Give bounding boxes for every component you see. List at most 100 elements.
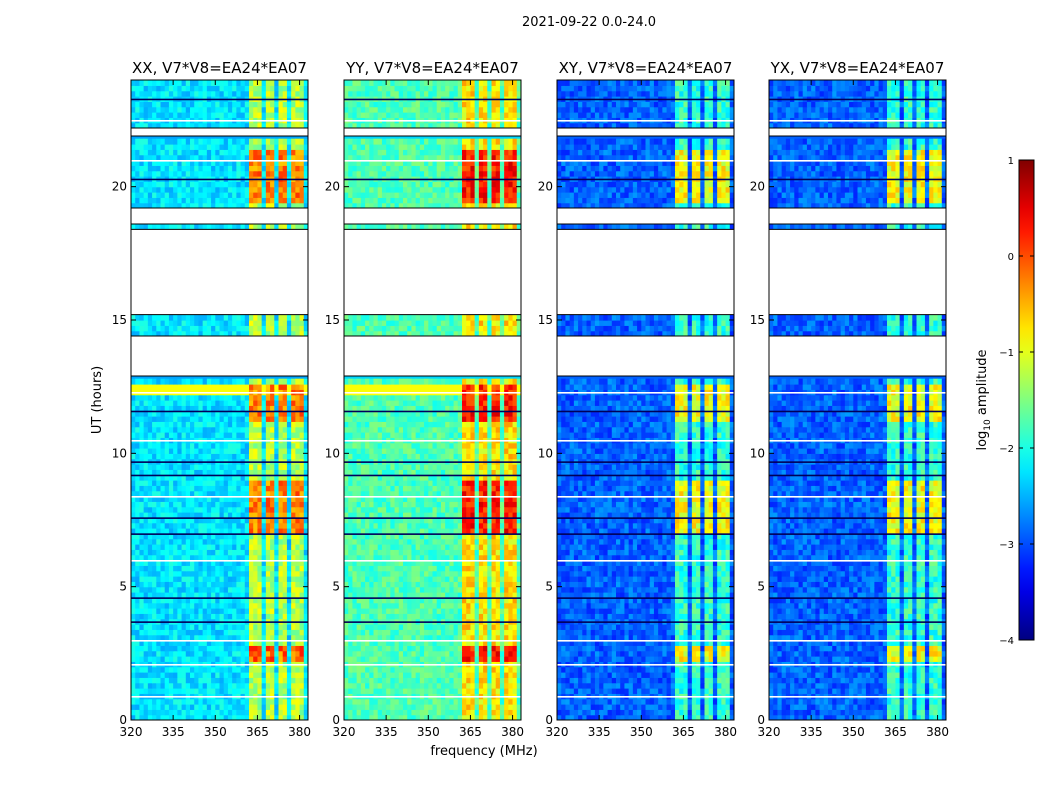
heatmap-cell: [261, 101, 267, 108]
heatmap-cell: [244, 80, 250, 86]
heatmap-cell: [143, 448, 149, 454]
heatmap-cell: [278, 416, 284, 422]
heatmap-cell: [348, 672, 354, 678]
heatmap-cell: [249, 394, 254, 401]
heatmap-cell: [436, 602, 442, 609]
heatmap-cell: [466, 645, 472, 652]
heatmap-cell: [240, 480, 246, 486]
heatmap-cell: [270, 522, 275, 529]
heatmap-cell: [194, 474, 200, 481]
heatmap-cell: [198, 682, 204, 689]
heatmap-cell: [215, 586, 221, 593]
heatmap-cell: [295, 650, 301, 657]
heatmap-cell: [257, 544, 263, 550]
heatmap-cell: [244, 325, 250, 332]
heatmap-cell: [211, 170, 216, 177]
heatmap-cell: [164, 384, 170, 390]
heatmap-cell: [282, 538, 288, 545]
heatmap-cell: [303, 448, 308, 454]
heatmap-cell: [282, 160, 288, 166]
heatmap-cell: [211, 85, 216, 92]
y-tick-label: 20: [112, 180, 127, 194]
heatmap-cell: [253, 597, 259, 604]
heatmap-cell: [257, 160, 263, 166]
heatmap-cell: [181, 154, 187, 161]
heatmap-cell: [428, 656, 434, 662]
heatmap-cell: [135, 629, 141, 636]
heatmap-cell: [478, 634, 484, 641]
heatmap-cell: [428, 624, 434, 630]
heatmap-cell: [156, 634, 162, 641]
heatmap-cell: [390, 634, 396, 641]
heatmap-cell: [139, 325, 145, 332]
heatmap-cell: [257, 640, 263, 646]
heatmap-cell: [147, 613, 153, 620]
heatmap-cell: [261, 181, 267, 188]
heatmap-cell: [274, 192, 280, 198]
heatmap-cell: [394, 586, 400, 593]
heatmap-cell: [504, 629, 509, 636]
heatmap-cell: [194, 533, 200, 540]
heatmap-cell: [257, 666, 263, 673]
heatmap-cell: [291, 581, 296, 588]
heatmap-cell: [265, 453, 271, 460]
heatmap-cell: [223, 624, 229, 630]
heatmap-cell: [491, 608, 497, 614]
heatmap-cell: [164, 80, 170, 86]
heatmap-cell: [223, 496, 229, 502]
heatmap-cell: [227, 698, 233, 705]
heatmap-cell: [253, 181, 259, 188]
heatmap-cell: [160, 688, 166, 694]
heatmap-cell: [278, 672, 284, 678]
heatmap-cell: [282, 325, 288, 332]
heatmap-cell: [261, 192, 267, 198]
heatmap-cell: [164, 448, 170, 454]
heatmap-cell: [168, 490, 174, 497]
heatmap-cell: [249, 640, 254, 646]
heatmap-cell: [440, 704, 446, 710]
heatmap-cell: [244, 378, 250, 385]
heatmap-cell: [139, 602, 145, 609]
heatmap-cell: [282, 314, 288, 321]
heatmap-cell: [240, 106, 246, 113]
heatmap-cell: [286, 549, 292, 556]
heatmap-cell: [453, 666, 459, 673]
heatmap-cell: [240, 325, 246, 332]
heatmap-cell: [274, 688, 280, 694]
heatmap-cell: [278, 464, 284, 470]
heatmap-cell: [240, 426, 246, 433]
heatmap-cell: [190, 325, 195, 332]
heatmap-cell: [249, 80, 254, 86]
heatmap-cell: [303, 576, 308, 582]
heatmap-cell: [240, 442, 246, 449]
heatmap-cell: [131, 602, 136, 609]
heatmap-cell: [253, 480, 259, 486]
heatmap-cell: [291, 432, 296, 438]
heatmap-cell: [223, 330, 229, 337]
heatmap-cell: [274, 554, 280, 561]
heatmap-cell: [265, 554, 271, 561]
heatmap-cell: [470, 672, 476, 678]
heatmap-cell: [291, 165, 296, 172]
heatmap-cell: [299, 490, 305, 497]
heatmap-cell: [278, 432, 284, 438]
heatmap-cell: [274, 645, 280, 652]
heatmap-cell: [168, 224, 174, 230]
heatmap-cell: [303, 112, 308, 118]
heatmap-cell: [360, 704, 366, 710]
heatmap-cell: [139, 709, 145, 716]
heatmap-cell: [286, 544, 292, 550]
heatmap-cell: [236, 533, 242, 540]
heatmap-cell: [265, 448, 271, 454]
heatmap-cell: [152, 144, 157, 150]
heatmap-cell: [249, 666, 254, 673]
heatmap-cell: [190, 410, 195, 417]
heatmap-cell: [249, 202, 254, 209]
heatmap-cell: [198, 165, 204, 172]
heatmap-cell: [449, 602, 455, 609]
heatmap-cell: [131, 186, 136, 193]
heatmap-cell: [143, 581, 149, 588]
heatmap-cell: [139, 613, 145, 620]
heatmap-cell: [244, 480, 250, 486]
heatmap-cell: [236, 624, 242, 630]
